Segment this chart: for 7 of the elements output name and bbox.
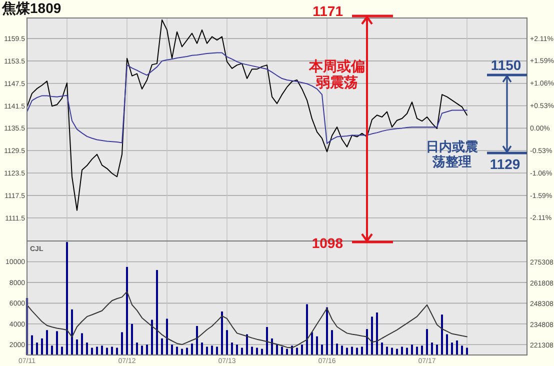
annotation: 1098 [312,235,344,251]
annotation: 1150 [490,57,522,73]
annotation: 本周或偏弱震荡 [308,58,365,90]
chart-title: 焦煤1809 [1,0,62,16]
annotation: 1129 [490,156,520,172]
annotation: 日内或震荡整理 [426,139,478,169]
annotation: 1171 [312,3,344,19]
